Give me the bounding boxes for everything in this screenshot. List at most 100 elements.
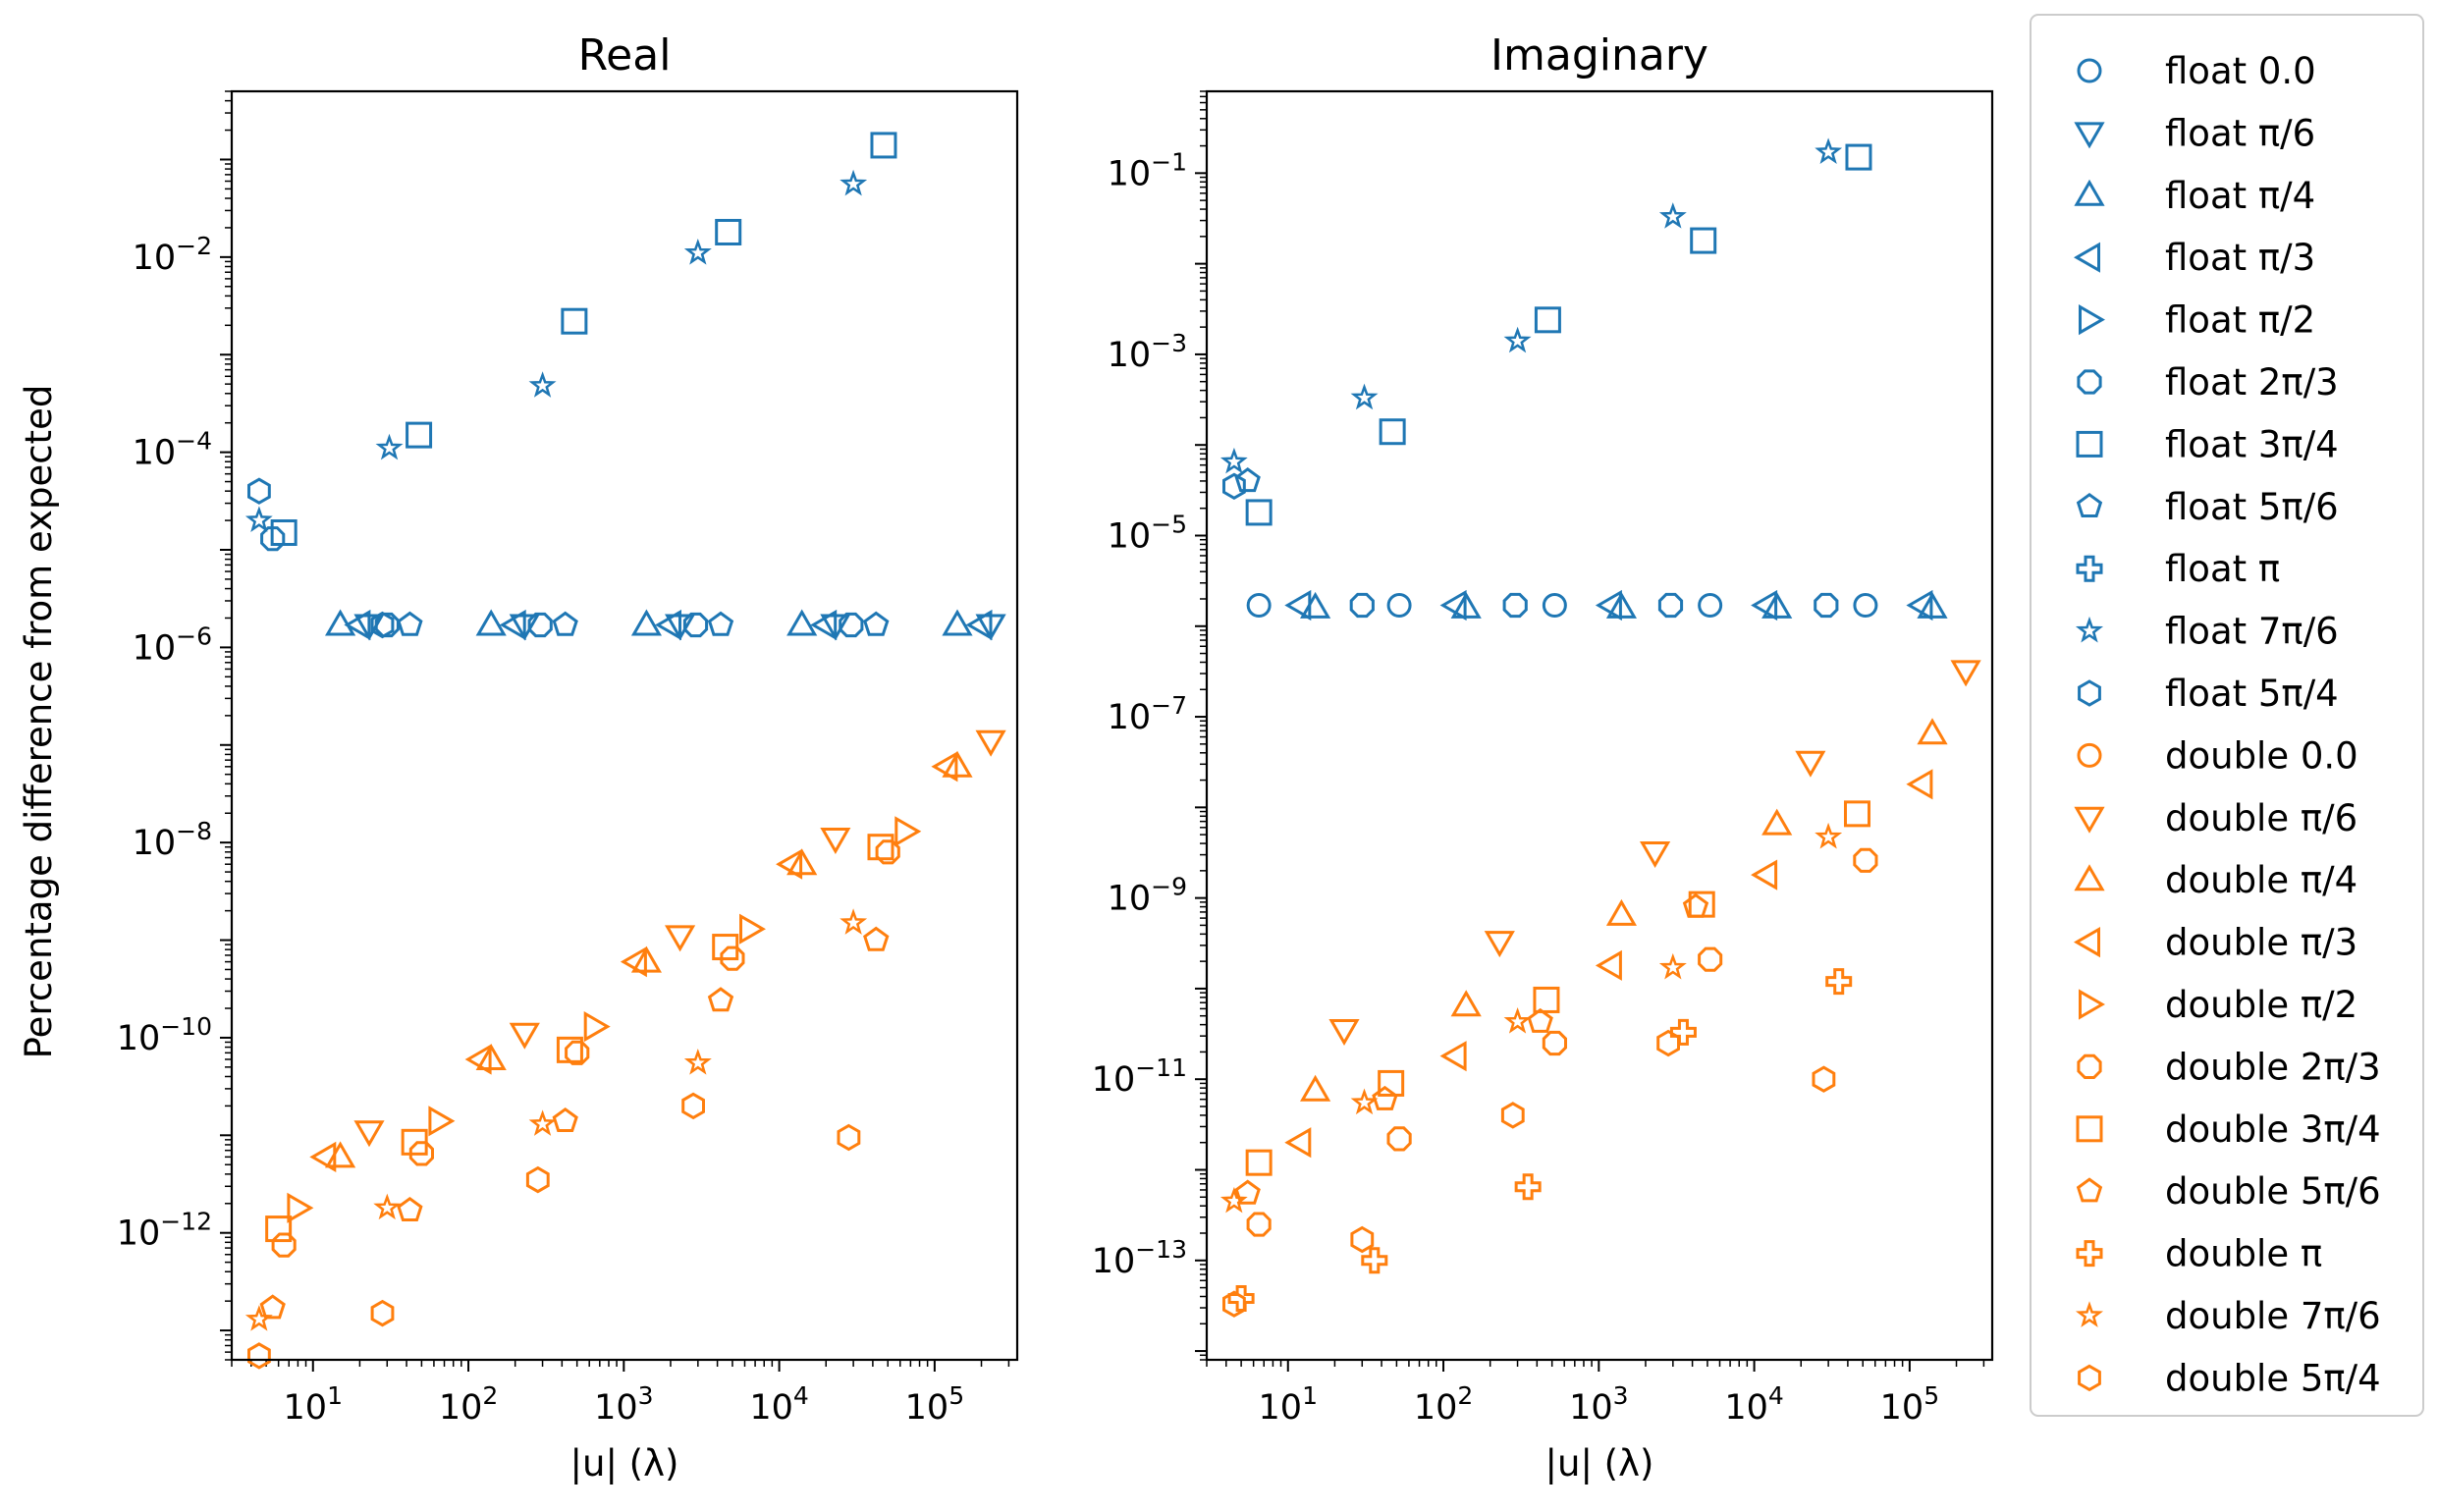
data-point-star [1815, 822, 1843, 849]
data-point-triangle-up [1450, 990, 1482, 1017]
data-point-octagon [1698, 946, 1723, 972]
legend-label: double 5π/6 [2165, 1170, 2381, 1213]
legend-label: float 5π/4 [2165, 673, 2339, 715]
x-tick-label: 102 [439, 1381, 498, 1428]
data-point-star [244, 506, 273, 532]
data-point-hexagon [1656, 1029, 1680, 1057]
data-point-octagon [875, 839, 900, 865]
data-point-plus [1825, 968, 1853, 996]
data-point-triangle-left [499, 609, 526, 641]
legend-label: float 2π/3 [2165, 361, 2339, 404]
legend-label: double 7π/6 [2165, 1295, 2381, 1337]
data-point-triangle-right [894, 816, 922, 847]
hexagon-marker-icon [2078, 1364, 2101, 1392]
legend-label: double π [2165, 1233, 2322, 1275]
data-point-triangle-left [344, 609, 371, 641]
data-point-hexagon [370, 611, 395, 639]
data-point-triangle-down [353, 1120, 385, 1148]
square-marker-icon [2076, 430, 2103, 458]
data-point-square [556, 1036, 583, 1063]
x-tick-label: 104 [1724, 1381, 1783, 1428]
data-point-star [1658, 952, 1687, 980]
data-point-triangle-left [1595, 949, 1622, 981]
data-point-square [1534, 306, 1561, 334]
data-point-triangle-left [1439, 589, 1467, 621]
y-tick-label: 10−4 [133, 427, 212, 473]
data-point-triangle-up [1300, 1074, 1331, 1102]
data-point-star [1219, 447, 1248, 474]
legend-label: float π/2 [2165, 299, 2315, 342]
circle-marker-icon [2077, 742, 2102, 768]
y-tick-label: 10−2 [133, 232, 212, 278]
data-point-triangle-left [965, 609, 993, 641]
data-point-square [870, 132, 897, 159]
data-point-triangle-down [1484, 931, 1515, 958]
data-point-triangle-down [820, 828, 851, 855]
data-point-circle [1246, 593, 1272, 619]
data-point-octagon [1386, 1126, 1412, 1152]
data-point-octagon [565, 1040, 590, 1065]
figure-ylabel: Percentage difference from expected [18, 385, 60, 1059]
data-point-triangle-left [1284, 589, 1312, 621]
data-point-triangle-left [1906, 589, 1933, 621]
legend-label: float π/3 [2165, 237, 2315, 279]
data-point-octagon [682, 612, 709, 638]
data-point-pentagon [1527, 1007, 1553, 1033]
x-tick-label: 104 [749, 1381, 808, 1428]
star-marker-icon [2075, 1301, 2104, 1327]
data-point-triangle-left [931, 751, 958, 783]
data-point-pentagon [552, 1107, 578, 1132]
data-point-circle [1698, 593, 1723, 619]
legend-label: double π/6 [2165, 797, 2357, 839]
data-point-pentagon [1234, 1179, 1261, 1205]
data-point-triangle-left [1751, 589, 1778, 621]
panel-real: Real 101 102 103 104 105 10−12 10−10 10−8 10−6 10−… [117, 30, 1019, 1485]
data-point-star [1503, 1006, 1532, 1034]
data-point-octagon [839, 612, 864, 638]
data-point-triangle-left [776, 848, 803, 880]
x-tick-label: 105 [905, 1381, 964, 1428]
data-point-octagon [720, 945, 745, 971]
data-point-square [712, 934, 739, 961]
data-point-triangle-left [1595, 589, 1622, 621]
y-tick-label: 10−6 [133, 621, 212, 668]
data-point-hexagon [370, 1299, 395, 1327]
data-point-pentagon [1682, 892, 1709, 918]
legend: float 0.0 float π/6 float π/4 float π/3 floa… [2030, 14, 2424, 1417]
pentagon-marker-icon [2076, 492, 2103, 517]
plot-area-frame [1205, 89, 1994, 1362]
legend-label: double 2π/3 [2165, 1046, 2381, 1088]
data-point-triangle-left [1439, 1041, 1467, 1072]
x-axis-label: |u| (λ) [1545, 1442, 1654, 1485]
data-point-hexagon [1222, 1290, 1246, 1318]
x-tick-label: 102 [1414, 1381, 1473, 1428]
data-point-triangle-right [583, 1011, 611, 1043]
data-point-square [867, 834, 894, 861]
data-point-square [1845, 143, 1872, 171]
data-point-circle [1853, 593, 1878, 619]
data-point-octagon [1657, 592, 1684, 619]
x-tick-label: 101 [1259, 1381, 1318, 1428]
data-point-square [1245, 499, 1273, 526]
data-point-triangle-down [1950, 660, 1981, 687]
data-point-star [683, 1048, 712, 1075]
data-point-square [406, 421, 433, 449]
octagon-marker-icon [2077, 1053, 2102, 1079]
panel-title: Imaginary [1490, 30, 1708, 81]
data-point-octagon [374, 612, 400, 638]
data-point-star [1658, 202, 1687, 229]
data-point-square [1843, 800, 1870, 828]
square-marker-icon [2076, 1115, 2103, 1143]
y-tick-label: 10−12 [117, 1208, 212, 1254]
circle-marker-icon [2077, 58, 2102, 83]
data-point-square [1379, 418, 1406, 446]
data-point-star [840, 908, 868, 935]
data-point-triangle-up [1917, 718, 1948, 745]
data-point-triangle-down [1328, 1019, 1360, 1046]
data-point-triangle-left [1284, 1127, 1312, 1159]
plot-area-frame [230, 89, 1019, 1362]
legend-label: float π/6 [2165, 112, 2315, 154]
data-point-hexagon [1500, 1102, 1525, 1129]
octagon-marker-icon [2077, 369, 2102, 395]
